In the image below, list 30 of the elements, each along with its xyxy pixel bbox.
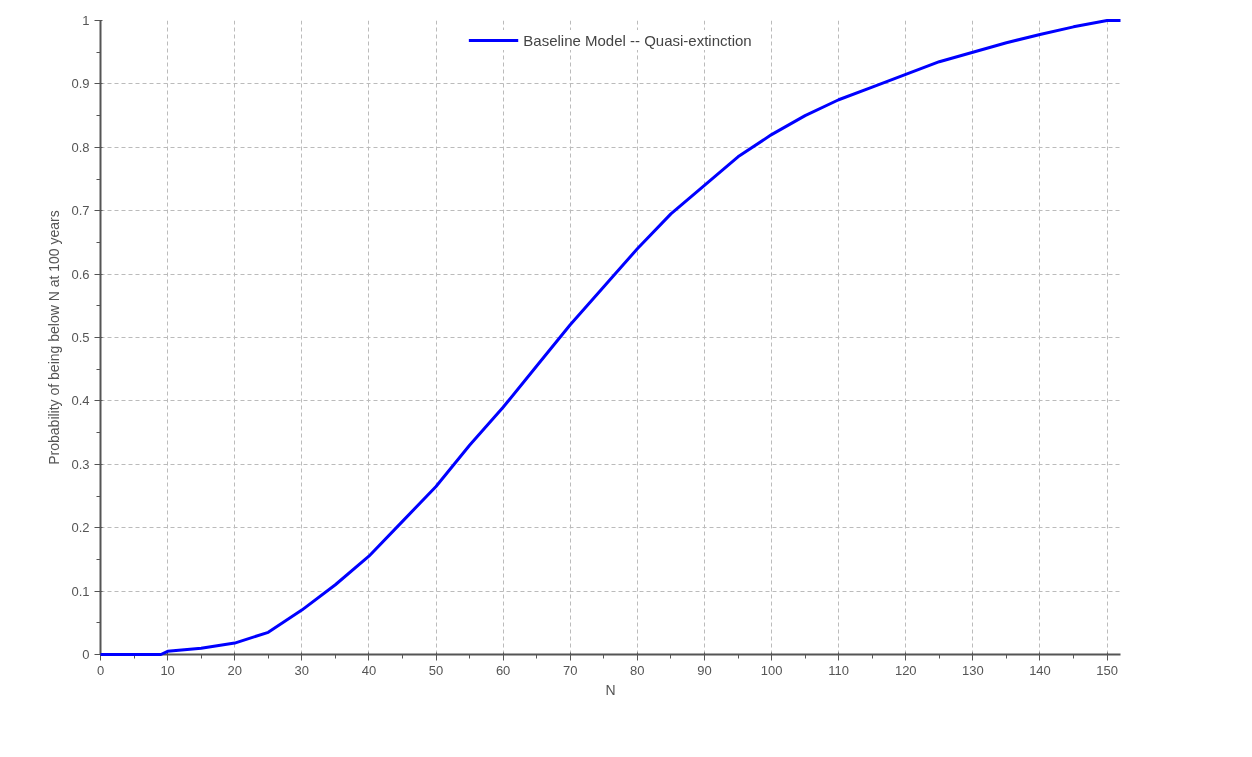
x-tick-label: 30 [294,662,310,678]
x-axis-title: N [605,681,616,698]
y-tick-label: 0.9 [71,76,90,92]
x-tick-label: 130 [962,662,984,678]
x-tick-label: 120 [894,662,917,678]
x-tick-label: 100 [760,662,783,678]
y-tick-label: 0 [82,647,90,662]
y-tick-label: 0.8 [71,139,90,155]
x-tick-label: 50 [428,662,444,678]
x-tick-label: 60 [495,662,511,678]
x-tick-label: 150 [1096,662,1118,678]
y-tick-label: 0.3 [71,456,90,472]
y-tick-label: 0.4 [71,393,90,409]
x-tick-label: 140 [1029,662,1051,678]
x-tick-label: 20 [227,662,242,678]
y-tick-label: 1 [82,13,90,28]
x-tick-label: 0 [96,662,105,678]
y-axis-title: Probability of being below N at 100 years [46,210,63,465]
legend-label: Baseline Model -- Quasi-extinction [523,31,752,49]
x-tick-label: 90 [697,662,712,678]
x-tick-label: 40 [361,662,377,678]
y-tick-label: 0.5 [71,330,90,345]
x-tick-label: 110 [828,662,850,678]
y-tick-label: 0.1 [71,583,90,599]
x-tick-label: 10 [160,662,175,678]
y-tick-label: 0.6 [71,266,90,282]
y-tick-label: 0.2 [71,520,90,536]
x-tick-label: 80 [630,662,645,678]
y-tick-label: 0.7 [71,203,90,219]
x-tick-label: 70 [563,662,578,678]
